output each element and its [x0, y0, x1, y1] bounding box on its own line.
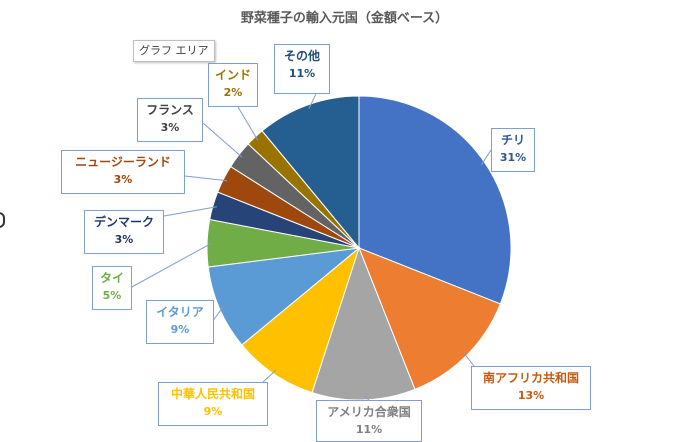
leader-line: [129, 242, 212, 289]
data-label-percent: 3%: [113, 173, 133, 186]
data-label-name: フランス: [146, 103, 194, 117]
pie-slice[interactable]: [358, 95, 512, 305]
data-label[interactable]: その他 11%: [274, 44, 330, 94]
leader-line: [480, 149, 492, 166]
chart-title: 野菜種子の輸入元国（金額ベース）: [240, 11, 449, 26]
data-label-percent: 9%: [203, 405, 223, 418]
leader-line: [463, 352, 475, 367]
data-label-name: タイ: [99, 271, 124, 285]
leader-line: [363, 395, 370, 401]
data-label-percent: 9%: [170, 323, 190, 336]
data-label[interactable]: インド 2%: [208, 63, 258, 107]
data-label-percent: 3%: [114, 233, 134, 246]
leader-line: [308, 93, 317, 109]
leader-line: [163, 206, 217, 217]
leader-line: [262, 370, 277, 383]
data-label-percent: 31%: [499, 151, 527, 164]
data-label[interactable]: チリ 31%: [491, 128, 535, 172]
data-label-percent: 2%: [223, 86, 243, 99]
data-label[interactable]: 南アフリカ共和国 13%: [471, 366, 591, 410]
data-label-name: デンマーク: [93, 215, 154, 229]
leader-line: [184, 175, 228, 182]
pie-slices: [206, 95, 512, 401]
data-label-name: アメリカ合衆国: [327, 405, 411, 419]
leader-line: [237, 106, 259, 141]
data-label-name: その他: [283, 49, 320, 63]
data-label-percent: 13%: [517, 389, 545, 402]
pie-slice[interactable]: [207, 247, 361, 346]
data-label[interactable]: アメリカ合衆国 11%: [316, 400, 422, 442]
data-label[interactable]: フランス 3%: [137, 98, 203, 142]
chart-area-tooltip: グラフ エリア: [133, 40, 215, 62]
leader-line: [202, 122, 243, 158]
data-label-name: 中華人民共和国: [170, 387, 255, 401]
data-label[interactable]: デンマーク 3%: [84, 210, 164, 254]
data-label-name: イタリア: [156, 305, 204, 319]
data-label-name: ニュージーランド: [75, 155, 171, 169]
data-label[interactable]: ニュージーランド 3%: [61, 150, 185, 194]
data-label[interactable]: タイ 5%: [92, 266, 132, 310]
data-label-name: インド: [214, 68, 251, 82]
pie-slice[interactable]: [261, 95, 360, 250]
data-label-name: チリ: [500, 133, 525, 147]
data-label-percent: 11%: [355, 423, 383, 436]
data-label-percent: 5%: [102, 289, 122, 302]
data-label[interactable]: イタリア 9%: [146, 300, 214, 344]
data-label[interactable]: 中華人民共和国 9%: [158, 382, 268, 426]
data-label-name: 南アフリカ共和国: [482, 371, 579, 385]
pie-slice[interactable]: [241, 246, 361, 394]
data-label-percent: 11%: [288, 67, 316, 80]
pie-slice[interactable]: [311, 246, 416, 401]
leader-lines: [129, 93, 492, 401]
data-label-percent: 3%: [160, 121, 180, 134]
